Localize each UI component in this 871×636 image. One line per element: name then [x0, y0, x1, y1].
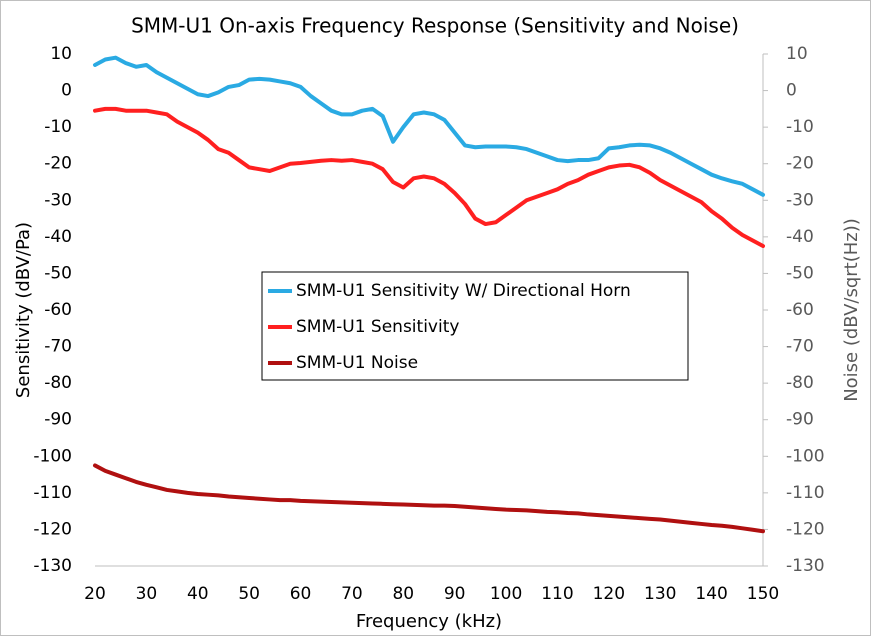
- y-tick-label: -130: [33, 556, 72, 576]
- x-tick-label: 40: [187, 584, 209, 604]
- y2-tick-label: -10: [786, 117, 814, 137]
- x-tick-label: 50: [238, 584, 260, 604]
- x-tick-label: 80: [392, 584, 414, 604]
- x-axis-label: Frequency (kHz): [356, 611, 502, 632]
- y2-tick-label: -50: [786, 263, 814, 283]
- y-tick-label: -90: [44, 410, 72, 430]
- y-tick-label: -20: [44, 154, 72, 174]
- x-tick-label: 140: [695, 584, 727, 604]
- y2-tick-label: -70: [786, 337, 814, 357]
- y-tick-label: 0: [61, 81, 72, 101]
- x-tick-label: 100: [490, 584, 522, 604]
- x-tick-label: 120: [593, 584, 625, 604]
- y-tick-label: -50: [44, 263, 72, 283]
- series-line: [93, 106, 765, 248]
- y-tick-label: -10: [44, 117, 72, 137]
- x-tick-label: 70: [341, 584, 363, 604]
- y2-tick-label: 0: [786, 81, 797, 101]
- chart-title: SMM-U1 On-axis Frequency Response (Sensi…: [131, 14, 739, 38]
- y2-tick-label: -30: [786, 190, 814, 210]
- x-tick-label: 130: [644, 584, 676, 604]
- x-tick-label: 60: [290, 584, 312, 604]
- legend-label: SMM-U1 Sensitivity: [296, 317, 459, 337]
- y-tick-label: -60: [44, 300, 72, 320]
- x-tick-label: 90: [444, 584, 466, 604]
- y-tick-label: -70: [44, 337, 72, 357]
- y-tick-label: 10: [50, 44, 72, 64]
- y-tick-label: -120: [33, 519, 72, 539]
- y2-tick-label: -110: [786, 483, 825, 503]
- y2-tick-label: -80: [786, 373, 814, 393]
- y-tick-label: -110: [33, 483, 72, 503]
- y2-tick-label: 10: [786, 44, 808, 64]
- x-tick-label: 20: [84, 584, 106, 604]
- x-tick-label: 110: [541, 584, 573, 604]
- y2-tick-label: -60: [786, 300, 814, 320]
- y-tick-label: -30: [44, 190, 72, 210]
- y-tick-label: -40: [44, 227, 72, 247]
- y-tick-label: -80: [44, 373, 72, 393]
- y2-tick-label: -40: [786, 227, 814, 247]
- y2-tick-label: -90: [786, 410, 814, 430]
- legend-box: [261, 271, 689, 381]
- x-tick-label: 30: [136, 584, 158, 604]
- y2-tick-label: -100: [786, 446, 825, 466]
- y2-tick-label: -120: [786, 519, 825, 539]
- y2-axis-label: Noise (dBV/sqrt(Hz)): [841, 218, 862, 402]
- legend: SMM-U1 Sensitivity W/ Directional Horn SM…: [261, 271, 689, 381]
- legend-label: SMM-U1 Noise: [296, 353, 418, 373]
- y-axis-label: Sensitivity (dBV/Pa): [13, 222, 34, 398]
- x-tick-label: 150: [747, 584, 779, 604]
- y-tick-label: -100: [33, 446, 72, 466]
- series-line: [93, 55, 765, 197]
- y2-tick-label: -20: [786, 154, 814, 174]
- legend-label: SMM-U1 Sensitivity W/ Directional Horn: [296, 281, 631, 301]
- series-line: [93, 463, 765, 534]
- y2-tick-label: -130: [786, 556, 825, 576]
